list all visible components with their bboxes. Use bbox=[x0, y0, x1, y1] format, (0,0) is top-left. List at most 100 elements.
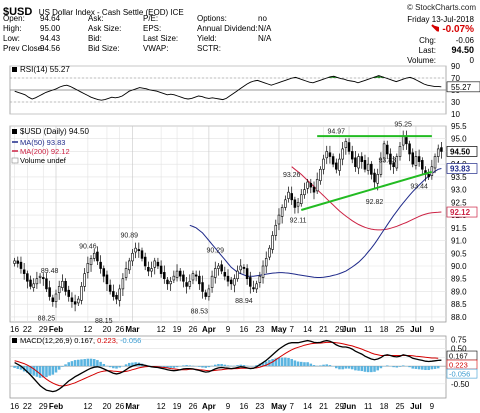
price-x-tick-label: 7 bbox=[289, 325, 294, 334]
candle bbox=[252, 287, 255, 290]
macd-histogram-bar bbox=[430, 366, 434, 370]
macd-histogram-bar bbox=[325, 364, 329, 367]
macd-histogram-bar bbox=[41, 366, 45, 378]
macd-histogram-bar bbox=[335, 366, 338, 369]
macd-histogram-bar bbox=[102, 363, 106, 367]
candle bbox=[194, 274, 198, 277]
candle bbox=[370, 163, 373, 175]
quote-value: 94.56 bbox=[40, 44, 61, 53]
macd-histogram-bar bbox=[185, 365, 188, 367]
candle bbox=[427, 174, 430, 178]
price-x-tick-label: 12 bbox=[83, 325, 92, 334]
macd-tick-label: -0.50 bbox=[451, 380, 470, 389]
macd-histogram-bar bbox=[357, 366, 360, 371]
macd-histogram-bar bbox=[73, 360, 77, 367]
candle bbox=[322, 158, 325, 170]
volume-value: 0 bbox=[469, 56, 474, 65]
quote-label: Options: bbox=[197, 14, 227, 23]
macd-x-tick-label: 26 bbox=[189, 402, 198, 411]
price-x-tick-label: 14 bbox=[303, 325, 312, 334]
candle bbox=[386, 144, 389, 155]
macd-x-tick-label: 25 bbox=[396, 402, 405, 411]
quote-value: N/A bbox=[258, 34, 272, 43]
rsi-legend: RSI(14) 55.27 bbox=[20, 65, 70, 74]
candle bbox=[137, 249, 141, 252]
macd-legend-signal: 0.223, bbox=[97, 336, 120, 345]
price-x-tick-label: 29 bbox=[335, 325, 344, 334]
quote-label: Open: bbox=[3, 14, 25, 23]
macd-histogram-bar bbox=[344, 366, 348, 369]
macd-tag: 0.167 bbox=[449, 352, 468, 361]
candle bbox=[401, 135, 405, 146]
macd-histogram-bar bbox=[92, 359, 96, 367]
candle bbox=[175, 270, 179, 278]
macd-histogram-bar bbox=[77, 359, 80, 367]
macd-legend-swatch bbox=[12, 338, 17, 343]
candle bbox=[421, 160, 424, 170]
candle bbox=[131, 252, 134, 262]
macd-histogram-bar bbox=[223, 364, 227, 367]
macd-histogram-bar bbox=[204, 366, 207, 368]
macd-histogram-bar bbox=[134, 362, 137, 367]
quote-value: 94.43 bbox=[40, 34, 61, 43]
macd-histogram-bar bbox=[67, 362, 71, 367]
candle bbox=[258, 275, 262, 283]
ma200-tag-box bbox=[446, 206, 478, 218]
candle bbox=[315, 179, 319, 192]
candle bbox=[287, 191, 290, 199]
macd-histogram-bar bbox=[424, 366, 427, 371]
candle bbox=[236, 270, 239, 280]
candle bbox=[303, 189, 306, 196]
candle bbox=[96, 251, 99, 262]
candle bbox=[156, 261, 160, 267]
candle bbox=[204, 292, 207, 297]
macd-x-tick-label: 9 bbox=[430, 402, 435, 411]
candle bbox=[354, 157, 357, 168]
candle bbox=[178, 270, 182, 277]
price-annotation: 92.11 bbox=[290, 217, 307, 224]
candle bbox=[306, 181, 309, 189]
macd-histogram-bar bbox=[70, 361, 74, 367]
quote-label: Bid: bbox=[88, 34, 102, 43]
candle bbox=[112, 291, 115, 297]
macd-histogram-bar bbox=[401, 365, 405, 367]
candle bbox=[128, 260, 131, 271]
macd-tag-box bbox=[446, 368, 478, 379]
price-tick-label: 89.0 bbox=[451, 287, 467, 296]
price-x-tick-label: 11 bbox=[364, 325, 373, 334]
source-credit[interactable]: © StockCharts.com bbox=[406, 3, 476, 12]
macd-histogram-bar bbox=[64, 364, 67, 367]
candle bbox=[89, 258, 93, 266]
macd-histogram-bar bbox=[328, 365, 332, 367]
macd-x-tick-label: 12 bbox=[157, 402, 166, 411]
candle bbox=[440, 147, 443, 152]
macd-histogram-bar bbox=[417, 366, 421, 370]
macd-histogram-bar bbox=[89, 358, 93, 367]
macd-histogram-bar bbox=[255, 365, 258, 367]
macd-histogram-bar bbox=[86, 358, 90, 367]
candle bbox=[159, 265, 163, 274]
chg-value: -0.06 bbox=[455, 36, 474, 45]
candle bbox=[233, 278, 236, 286]
macd-histogram-bar bbox=[13, 366, 16, 368]
candle bbox=[124, 268, 128, 278]
candle bbox=[214, 268, 217, 278]
candle bbox=[105, 274, 109, 285]
macd-panel: 0.750.500.250.00-0.25-0.50MACD(12,26,9) … bbox=[9, 336, 478, 411]
macd-x-tick-label: 23 bbox=[255, 402, 264, 411]
macd-x-tick-label: Feb bbox=[49, 402, 63, 411]
candle bbox=[223, 272, 227, 277]
macd-x-tick-label: Apr bbox=[202, 402, 216, 411]
candle bbox=[73, 301, 77, 305]
candle bbox=[210, 275, 214, 288]
macd-histogram-bar bbox=[436, 366, 440, 369]
candle bbox=[92, 252, 96, 259]
macd-histogram-bar bbox=[108, 366, 112, 368]
macd-histogram-bar bbox=[427, 366, 430, 371]
macd-x-tick-label: Jul bbox=[410, 402, 422, 411]
price-legend-swatch bbox=[12, 129, 17, 134]
macd-x-tick-label: Mar bbox=[125, 402, 139, 411]
macd-histogram-bar bbox=[26, 366, 29, 373]
candle bbox=[284, 199, 287, 208]
